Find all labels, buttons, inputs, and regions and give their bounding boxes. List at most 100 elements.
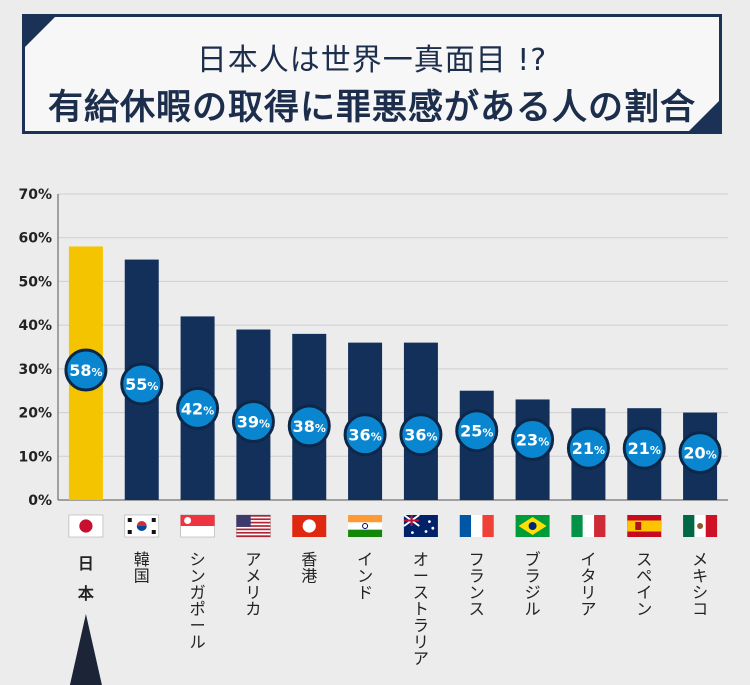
flag-blue-band xyxy=(459,515,472,537)
flag-red-band xyxy=(180,515,215,526)
value-badge xyxy=(231,400,275,444)
value-badge xyxy=(622,426,666,470)
flag-stripe xyxy=(236,518,271,521)
flag-trigram xyxy=(151,518,156,522)
flag-stripe xyxy=(236,531,271,534)
flag-red-band xyxy=(705,515,718,537)
value-label: 21% xyxy=(572,439,605,458)
flag-stripe xyxy=(236,525,271,527)
flag-globe xyxy=(528,522,537,530)
flag-chakra xyxy=(362,523,369,529)
category-label: シンガポール xyxy=(190,550,206,652)
mexico-flag-icon xyxy=(683,515,718,537)
category-label: 香港 xyxy=(301,550,317,586)
flag-saffron-band xyxy=(348,515,383,523)
flag-star xyxy=(424,530,428,533)
france-flag-icon xyxy=(459,515,494,537)
flag-star xyxy=(411,531,414,534)
flag-taeguk-red xyxy=(136,521,147,526)
chart-subtitle: 日本人は世界一真面目 !? xyxy=(196,43,548,78)
value-label: 42% xyxy=(181,399,214,418)
y-tick-label: 70% xyxy=(18,187,52,203)
flag-trigram xyxy=(127,518,132,522)
category-label: ブラジル xyxy=(525,550,541,619)
y-tick-label: 50% xyxy=(18,274,52,290)
italy-flag-icon xyxy=(571,515,606,537)
title-corner-decoration xyxy=(689,101,719,131)
category-label: メキシコ xyxy=(692,550,708,619)
flag-stripe xyxy=(236,521,271,524)
flag-green-band xyxy=(348,529,383,537)
category-label: スペイン xyxy=(636,550,652,619)
value-badge xyxy=(399,413,443,457)
flag-green-band xyxy=(571,515,583,537)
y-tick-label: 10% xyxy=(18,449,52,465)
category-label: フランス xyxy=(469,550,485,619)
flag-white-band xyxy=(348,522,383,530)
flag-yellow-band xyxy=(627,520,662,532)
y-tick-label: 0% xyxy=(28,493,52,509)
flag-white-band xyxy=(471,515,483,537)
flag-canton xyxy=(236,515,251,527)
value-label: 25% xyxy=(460,422,493,441)
value-label: 36% xyxy=(348,426,381,445)
japan-flag-icon xyxy=(68,514,104,538)
category-label: インド xyxy=(357,550,373,602)
value-badge xyxy=(343,413,387,457)
flag-sun xyxy=(79,519,93,533)
y-tick-label: 30% xyxy=(18,362,52,378)
category-label: オーストラリア xyxy=(413,550,429,668)
value-label: 36% xyxy=(404,426,437,445)
value-label: 20% xyxy=(683,444,716,463)
category-label: イタリア xyxy=(580,550,596,619)
flag-emblem xyxy=(697,523,704,529)
flag-taeguk-blue xyxy=(136,526,147,531)
flag-red-band xyxy=(594,515,606,537)
chart-title: 有給休暇の取得に罪悪感がある人の割合 xyxy=(47,88,696,128)
flag-stripe xyxy=(236,535,271,537)
title-box: 日本人は世界一真面目 !? 有給休暇の取得に罪悪感がある人の割合 xyxy=(22,14,722,134)
value-label: 39% xyxy=(237,413,270,432)
usa-flag-icon xyxy=(236,514,271,538)
flag-green-band xyxy=(683,515,695,537)
value-badge xyxy=(566,426,610,470)
value-badge xyxy=(287,404,331,448)
category-label: 韓国 xyxy=(134,550,150,586)
flag-white-band xyxy=(582,515,595,537)
title-corner-decoration xyxy=(25,17,55,47)
category-label: アメリカ xyxy=(245,550,261,619)
flag-emblem xyxy=(635,522,642,530)
value-label: 21% xyxy=(628,439,661,458)
australia-flag-icon xyxy=(403,514,438,537)
spain-flag-icon xyxy=(627,515,662,537)
value-badge xyxy=(511,417,555,461)
flag-stripe xyxy=(236,528,271,531)
flag-trigram xyxy=(127,530,132,534)
value-label: 23% xyxy=(516,430,549,449)
y-tick-label: 60% xyxy=(18,231,52,247)
value-badge xyxy=(120,362,164,406)
y-tick-label: 40% xyxy=(18,318,52,334)
india-flag-icon xyxy=(348,515,383,537)
flag-crescent xyxy=(184,517,192,524)
flag-star xyxy=(431,526,435,530)
hongkong-flag-icon xyxy=(292,515,327,537)
flag-stripe xyxy=(236,515,271,517)
highlight-pointer xyxy=(69,614,102,685)
value-badge xyxy=(455,409,499,453)
korea-flag-icon xyxy=(124,514,160,538)
y-tick-label: 20% xyxy=(18,406,52,422)
flag-red-band xyxy=(482,515,494,537)
flag-trigram xyxy=(151,530,156,534)
value-label: 58% xyxy=(69,361,102,380)
value-label: 55% xyxy=(125,375,158,394)
brazil-flag-icon xyxy=(515,515,550,537)
value-badge xyxy=(64,348,108,392)
flag-bauhinia xyxy=(302,519,316,533)
singapore-flag-icon xyxy=(180,514,215,538)
flag-star xyxy=(428,520,431,523)
value-badge xyxy=(678,431,722,475)
value-badge xyxy=(176,386,220,430)
category-label: 日本 xyxy=(78,554,94,603)
